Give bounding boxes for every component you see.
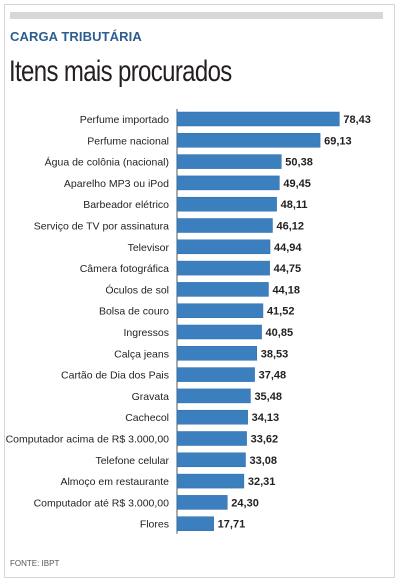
value-label: 78,43	[343, 114, 371, 126]
category-label: Computador acima de R$ 3.000,00	[6, 434, 170, 446]
category-label: Óculos de sol	[105, 283, 169, 296]
bar	[176, 239, 271, 255]
bar	[176, 175, 280, 191]
value-label: 35,48	[254, 391, 282, 403]
value-label: 50,38	[285, 157, 313, 169]
bar	[176, 324, 262, 340]
value-label: 32,31	[248, 476, 276, 488]
value-label: 46,12	[276, 221, 304, 233]
category-label: Barbeador elétrico	[83, 199, 169, 211]
category-label: Computador até R$ 3.000,00	[34, 497, 170, 509]
value-label: 40,85	[266, 327, 294, 339]
bar	[176, 431, 247, 446]
category-label: Água de colônia (nacional)	[45, 156, 169, 169]
value-label: 41,52	[267, 306, 295, 318]
category-label: Bolsa de couro	[99, 306, 169, 318]
category-label: Perfume importado	[80, 114, 169, 126]
category-label: Aparelho MP3 ou iPod	[64, 178, 169, 190]
category-label: Gravata	[132, 391, 170, 403]
value-label: 44,94	[274, 242, 302, 254]
bar	[176, 218, 273, 233]
value-label: 44,75	[274, 263, 302, 275]
category-label: Flores	[140, 519, 169, 531]
value-label: 49,45	[283, 178, 311, 190]
value-label: 69,13	[324, 135, 352, 147]
category-label: Calça jeans	[114, 348, 169, 360]
bar	[176, 495, 228, 510]
category-label: Cachecol	[125, 412, 169, 424]
chart-title: Itens mais procurados	[9, 55, 232, 88]
category-label: Almoço em restaurante	[60, 476, 169, 488]
category-label: Ingressos	[123, 327, 169, 339]
bar	[176, 282, 269, 297]
value-label: 17,71	[218, 519, 246, 531]
bar	[176, 367, 255, 382]
bar	[176, 133, 321, 148]
bar	[176, 452, 246, 468]
header-bar	[10, 12, 383, 19]
category-label: Televisor	[128, 242, 170, 254]
bar	[176, 154, 282, 169]
category-label: Perfume nacional	[87, 135, 169, 147]
value-label: 33,62	[251, 434, 279, 446]
value-label: 44,18	[272, 284, 300, 296]
category-label: Telefone celular	[95, 455, 169, 467]
bar	[176, 111, 340, 127]
value-label: 24,30	[231, 497, 259, 509]
value-label: 38,53	[261, 348, 289, 360]
bar	[176, 303, 264, 318]
section-kicker: CARGA TRIBUTÁRIA	[10, 29, 142, 44]
bar	[176, 409, 248, 425]
bar	[176, 196, 277, 212]
bar	[176, 388, 251, 404]
chart-frame	[4, 4, 395, 578]
bar	[176, 346, 258, 361]
value-label: 37,48	[259, 370, 287, 382]
bar-chart: Perfume importado 78,43 Perfume nacional 69…	[6, 109, 371, 534]
value-label: 33,08	[249, 455, 277, 467]
category-label: Serviço de TV por assinatura	[34, 221, 169, 233]
source-note: FONTE: IBPT	[10, 559, 60, 568]
value-label: 34,13	[252, 412, 280, 424]
category-label: Cartão de Dia dos Pais	[61, 370, 169, 382]
bar	[176, 473, 245, 489]
value-label: 48,11	[281, 199, 308, 211]
bar	[176, 260, 270, 276]
category-label: Câmera fotográfica	[80, 263, 169, 275]
bar	[176, 516, 214, 531]
